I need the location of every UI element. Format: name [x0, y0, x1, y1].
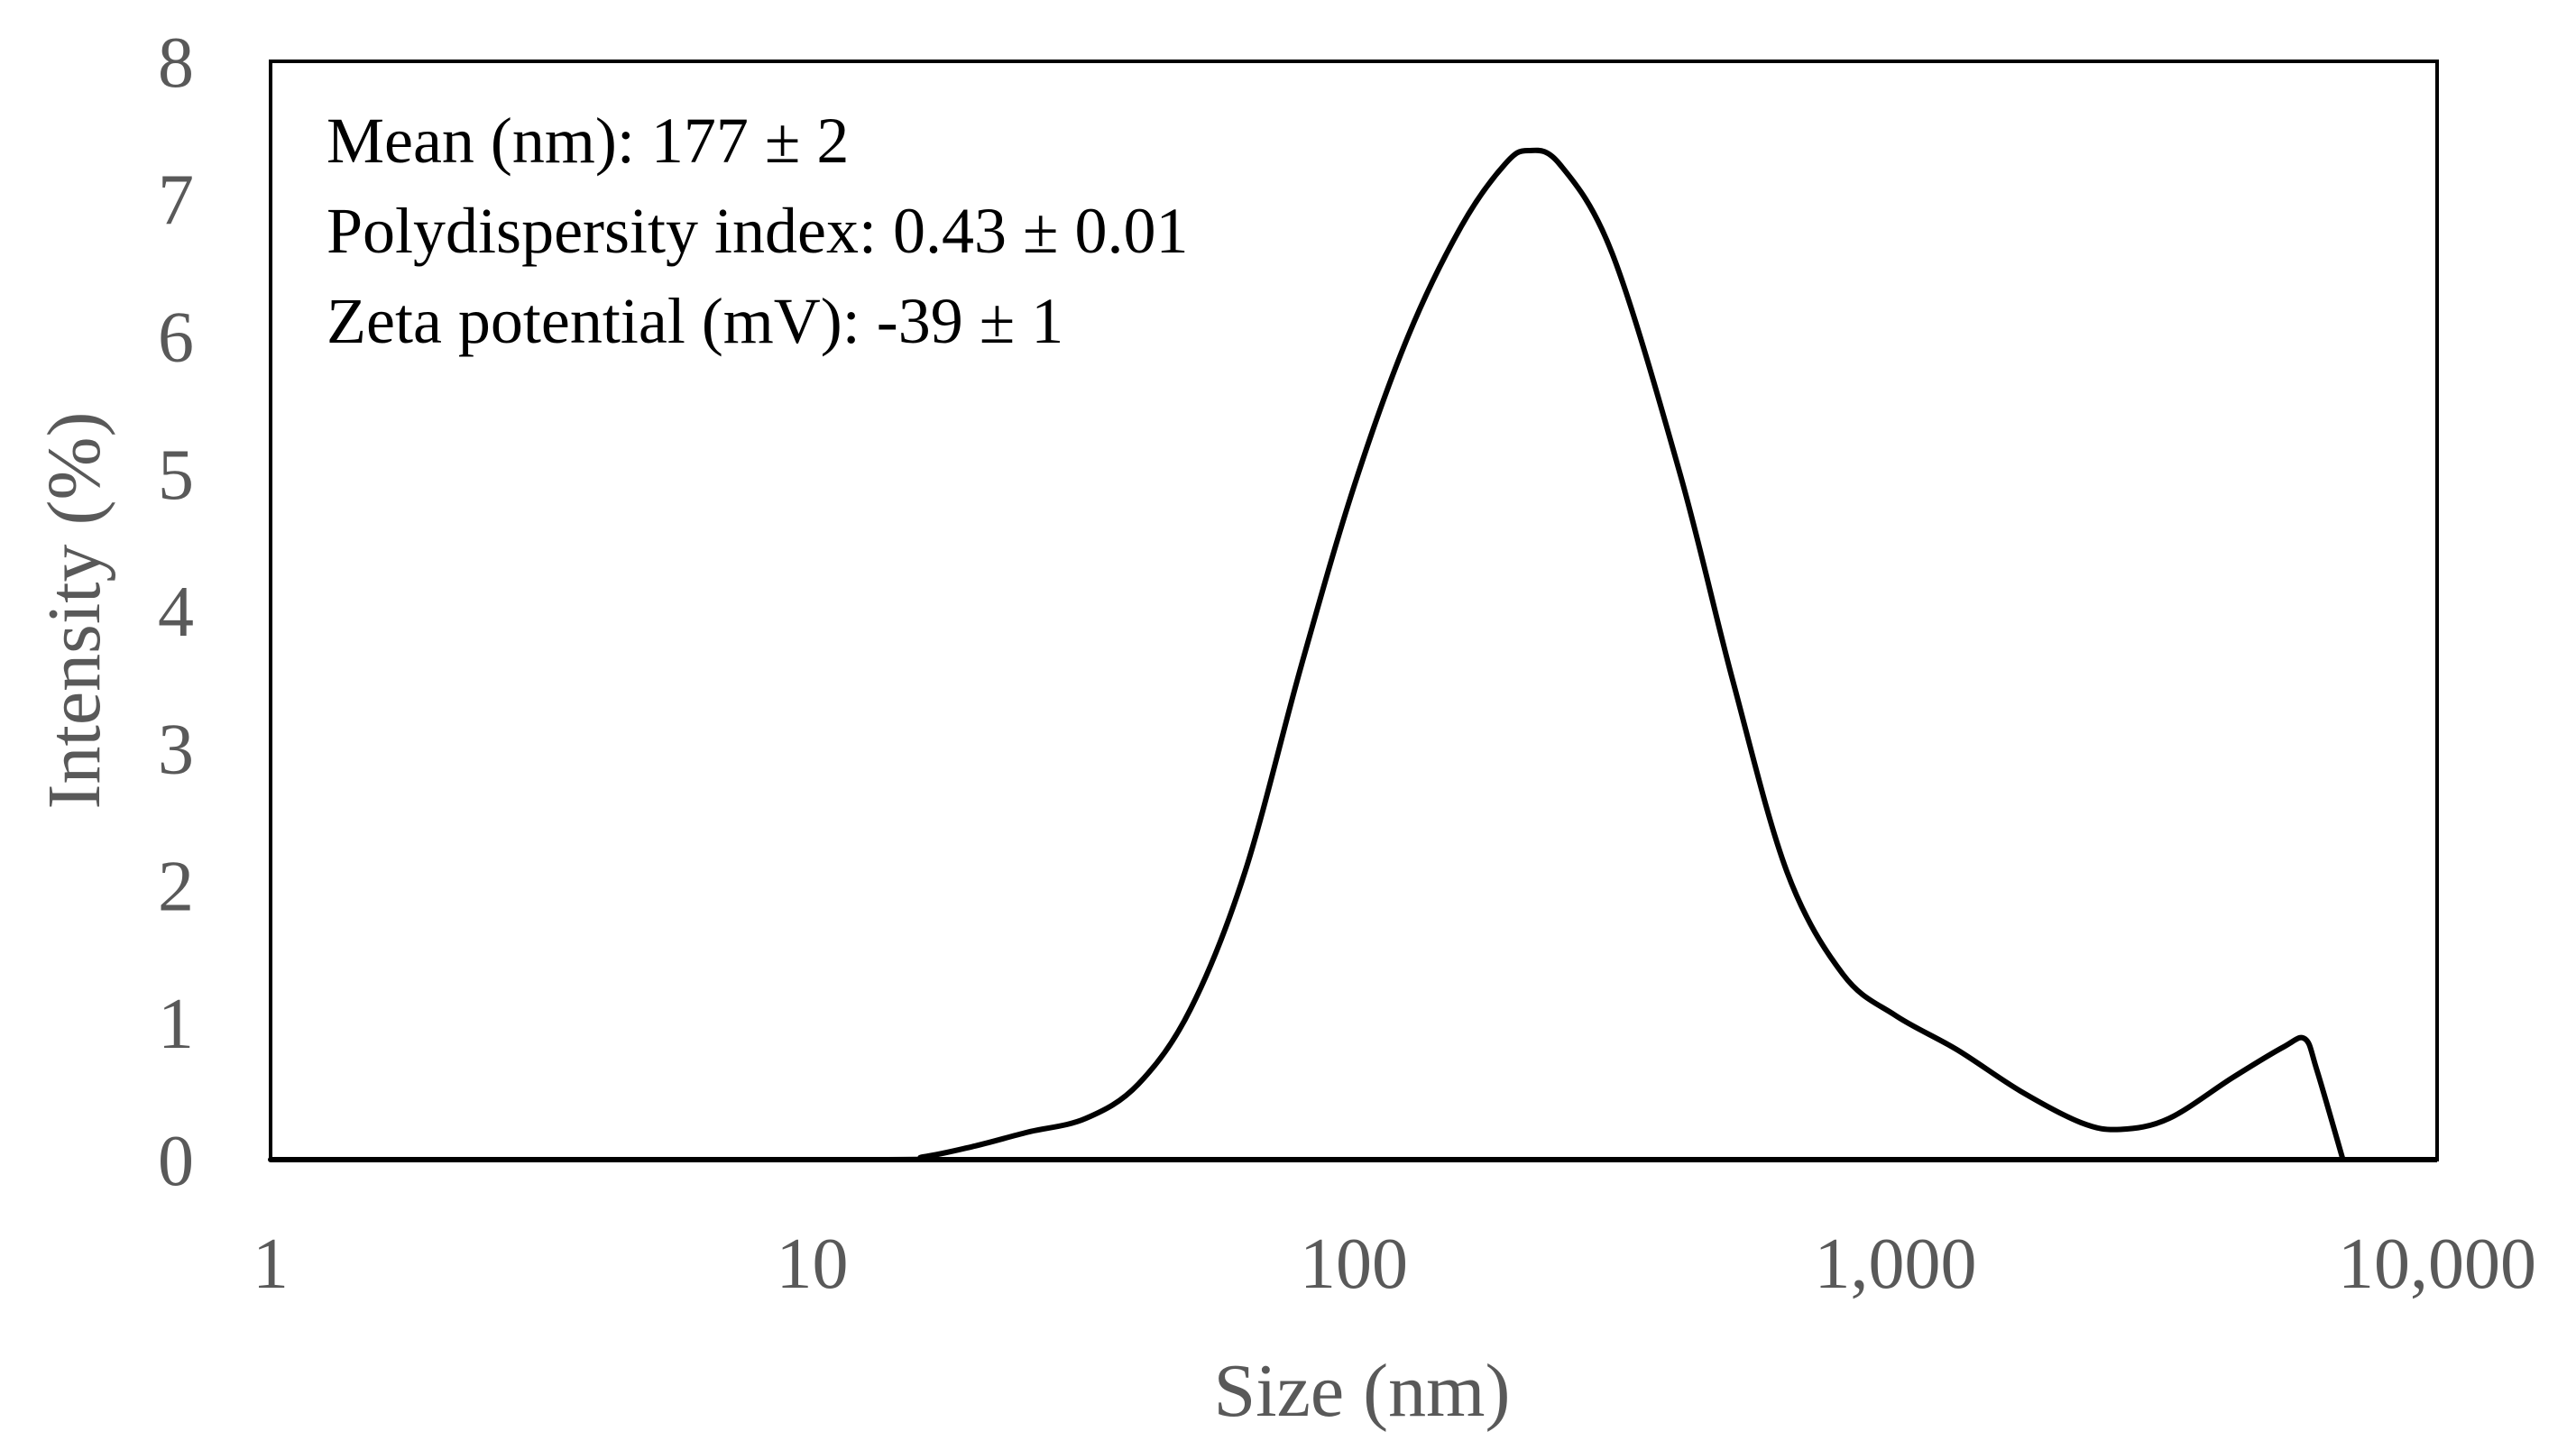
y-tick-label: 4: [158, 573, 194, 652]
x-tick-label: 10,000: [2338, 1225, 2536, 1304]
y-axis-title: Intensity (%): [32, 412, 116, 810]
x-tick-label: 1,000: [1815, 1225, 1977, 1304]
x-tick-label: 10: [777, 1225, 849, 1304]
y-tick-label: 5: [158, 436, 194, 515]
x-axis-tick-labels: 1 10 100 1,000 10,000: [253, 1225, 2536, 1304]
y-tick-label: 8: [158, 23, 194, 103]
y-tick-label: 3: [158, 710, 194, 789]
x-axis-title: Size (nm): [1214, 1349, 1511, 1433]
y-tick-label: 6: [158, 298, 194, 378]
x-tick-label: 1: [253, 1225, 289, 1304]
intensity-series-line: [268, 147, 2346, 1163]
annotation-mean: Mean (nm): 177 ± 2: [327, 105, 849, 177]
y-tick-label: 1: [158, 985, 194, 1064]
annotation-zeta-potential: Zeta potential (mV): -39 ± 1: [327, 285, 1063, 357]
y-tick-label: 2: [158, 848, 194, 927]
annotation-polydispersity-index: Polydispersity index: 0.43 ± 0.01: [327, 195, 1189, 267]
x-tick-label: 100: [1300, 1225, 1408, 1304]
stats-annotation-block: Mean (nm): 177 ± 2 Polydispersity index:…: [327, 105, 1189, 357]
y-tick-label: 0: [158, 1122, 194, 1201]
y-tick-label: 7: [158, 161, 194, 240]
y-axis-tick-labels: 0 1 2 3 4 5 6 7 8: [158, 23, 194, 1201]
